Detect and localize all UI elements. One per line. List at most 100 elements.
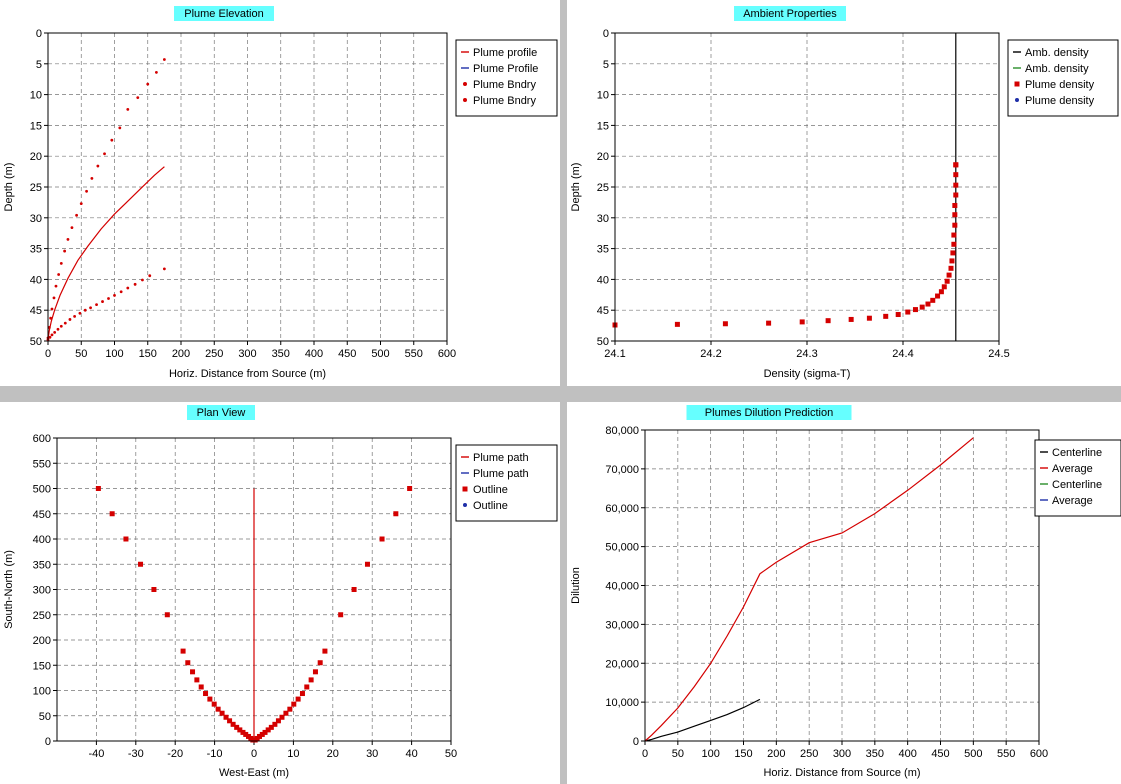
legend-swatch (463, 82, 467, 86)
data-point (83, 308, 87, 312)
data-point (243, 731, 249, 737)
x-tick-label: 0 (45, 348, 51, 360)
y-tick-label: 50,000 (605, 542, 639, 554)
data-point (938, 289, 944, 295)
y-axis-label: South-North (m) (3, 550, 15, 629)
legend-swatch (463, 503, 467, 507)
y-tick-label: 5 (36, 59, 42, 71)
legend-label: Amb. density (1025, 63, 1089, 75)
x-tick-label: 10 (287, 748, 299, 760)
x-tick-label: 600 (1030, 748, 1048, 760)
legend-label: Average (1052, 463, 1093, 475)
x-tick-label: 400 (305, 348, 323, 360)
legend-label: Centerline (1052, 447, 1102, 459)
data-point (207, 696, 213, 702)
x-tick-label: 500 (371, 348, 389, 360)
data-point (953, 172, 959, 178)
data-point (883, 313, 889, 319)
x-tick-label: 400 (898, 748, 916, 760)
y-tick-label: 550 (33, 458, 51, 470)
data-point (825, 318, 831, 324)
data-point (110, 138, 114, 142)
data-point (118, 126, 122, 130)
y-tick-label: 300 (33, 585, 51, 597)
series-line (644, 698, 761, 742)
chart-title: Plumes Dilution Prediction (705, 407, 833, 419)
data-point (49, 316, 53, 320)
y-tick-label: 70,000 (605, 464, 639, 476)
data-point (952, 202, 958, 208)
data-point (223, 714, 229, 720)
data-point (283, 710, 289, 716)
data-point (953, 182, 959, 188)
data-point (194, 677, 200, 683)
y-tick-label: 250 (33, 610, 51, 622)
x-axis-label: Horiz. Distance from Source (m) (763, 767, 920, 779)
data-point (268, 724, 274, 730)
data-point (257, 733, 263, 739)
data-point (68, 318, 72, 321)
legend-label: Plume density (1025, 79, 1095, 91)
data-point (951, 241, 957, 247)
vertical-splitter[interactable] (560, 0, 567, 784)
data-point (952, 222, 958, 228)
dilution-prediction-chart: Plumes Dilution Prediction 0 50 100 150 200 25… (570, 405, 1121, 779)
chart-title: Plan View (197, 407, 246, 419)
data-point (674, 321, 680, 327)
y-tick-label: 0 (36, 28, 42, 40)
data-point (312, 669, 318, 675)
x-tick-label: 24.1 (604, 348, 625, 360)
data-point (895, 312, 901, 318)
data-point (953, 192, 959, 198)
data-point (63, 249, 67, 253)
legend-swatch (463, 98, 467, 102)
data-point (379, 536, 385, 542)
y-tick-label: 50 (30, 336, 42, 348)
data-point (799, 319, 805, 325)
y-tick-label: 35 (597, 244, 609, 256)
data-point (136, 96, 140, 100)
data-point (101, 300, 104, 303)
data-point (946, 272, 952, 278)
data-point (299, 691, 305, 697)
data-point (113, 294, 116, 297)
data-point (951, 232, 957, 238)
x-tick-label: 24.5 (988, 348, 1009, 360)
y-tick-label: 400 (33, 534, 51, 546)
data-point (279, 714, 285, 720)
x-tick-label: 100 (105, 348, 123, 360)
data-point (57, 273, 61, 276)
legend-label: Plume path (473, 468, 529, 480)
data-point (291, 701, 297, 707)
x-tick-label: 250 (800, 748, 818, 760)
data-point (85, 189, 88, 193)
data-point (103, 152, 106, 156)
data-point (123, 536, 129, 542)
y-tick-label: 60,000 (605, 503, 639, 515)
data-point (234, 724, 240, 730)
data-point (265, 727, 271, 733)
data-point (50, 307, 54, 311)
x-tick-label: 30 (366, 748, 378, 760)
y-tick-label: 15 (30, 120, 42, 132)
x-tick-label: 24.3 (796, 348, 817, 360)
y-tick-label: 45 (30, 305, 42, 317)
data-point (56, 327, 60, 331)
x-tick-label: 250 (205, 348, 223, 360)
data-point (949, 258, 955, 264)
data-point (272, 721, 278, 727)
data-point (203, 691, 209, 697)
plan-view-panel: Plan View -40 -30 -20 -10 0 10 20 30 40 50 0 50 100 15… (0, 402, 560, 784)
ambient-properties-chart: Ambient Properties 24.1 24.2 24.3 24.4 24.5 0 5… (570, 6, 1119, 380)
data-point (53, 330, 57, 334)
y-tick-label: 45 (597, 305, 609, 317)
data-point (66, 237, 70, 241)
plume-elevation-panel: Plume Elevation 0 50 100 150 200 250 300 350 400 4… (0, 0, 560, 386)
x-tick-label: 40 (405, 748, 417, 760)
data-point (95, 303, 98, 307)
x-axis-label: Horiz. Distance from Source (m) (169, 368, 326, 380)
dilution-prediction-panel: Plumes Dilution Prediction 0 50 100 150 200 25… (567, 402, 1121, 784)
data-point (230, 721, 236, 727)
y-tick-label: 35 (30, 244, 42, 256)
